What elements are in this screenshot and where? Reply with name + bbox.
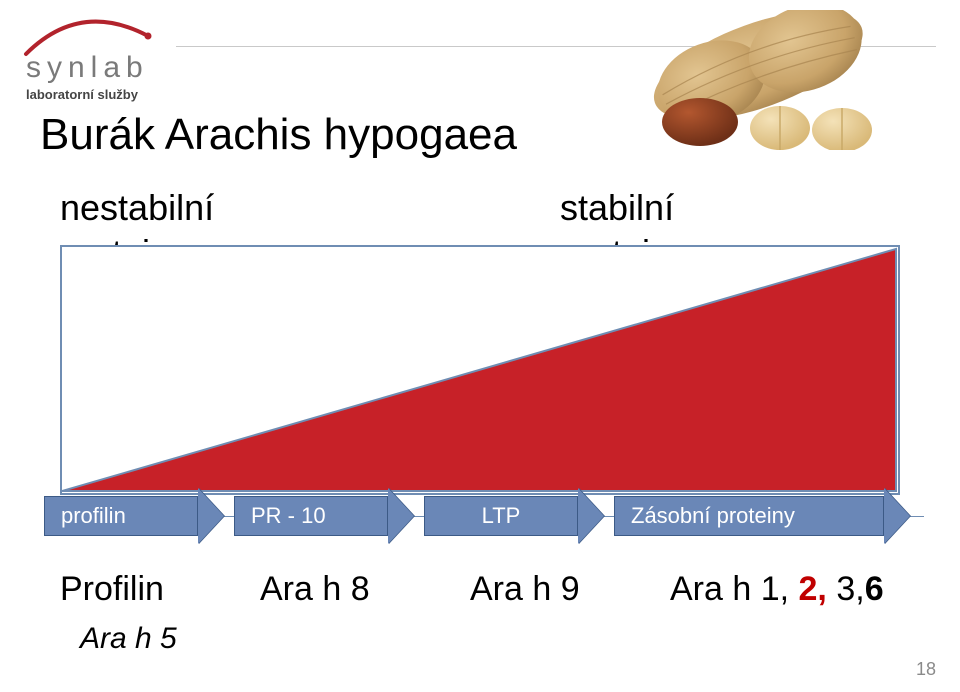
arrow-label: Zásobní proteiny: [614, 496, 884, 536]
c4-mid: 3,: [827, 570, 865, 608]
allergen-labels-row: Profilin Ara h 8 Ara h 9 Ara h 1, 2, 3,6: [60, 570, 920, 609]
left-line-1: nestabilní: [60, 185, 214, 230]
c4-red: 2,: [799, 570, 827, 608]
protein-arrow-row: profilin PR - 10 LTP Zásobní proteiny: [44, 476, 924, 556]
arrow-ltp: LTP: [424, 488, 604, 544]
c4-pre: Ara h 1,: [670, 570, 799, 608]
label-profilin: Profilin: [60, 570, 260, 609]
arrow-profilin: profilin: [44, 488, 224, 544]
peanut-illustration: [580, 10, 900, 150]
logo-tagline: laboratorní služby: [26, 87, 160, 102]
arrow-label: PR - 10: [234, 496, 388, 536]
arrow-label: profilin: [44, 496, 198, 536]
c4-bold: 6: [865, 570, 884, 608]
risk-triangle-chart: [60, 245, 900, 495]
page-number: 18: [916, 659, 936, 680]
brand-logo: synlab laboratorní služby: [20, 14, 160, 102]
logo-brand-text: synlab: [26, 51, 160, 85]
arrow-label: LTP: [424, 496, 578, 536]
label-ara-h8: Ara h 8: [260, 570, 470, 609]
label-ara-h1236: Ara h 1, 2, 3,6: [670, 570, 920, 609]
arrow-storage-proteins: Zásobní proteiny: [614, 488, 910, 544]
slide-title: Burák Arachis hypogaea: [40, 110, 517, 160]
label-ara-h5: Ara h 5: [80, 622, 177, 656]
arrow-pr10: PR - 10: [234, 488, 414, 544]
label-ara-h9: Ara h 9: [470, 570, 670, 609]
right-line-1: stabilní: [560, 185, 688, 230]
